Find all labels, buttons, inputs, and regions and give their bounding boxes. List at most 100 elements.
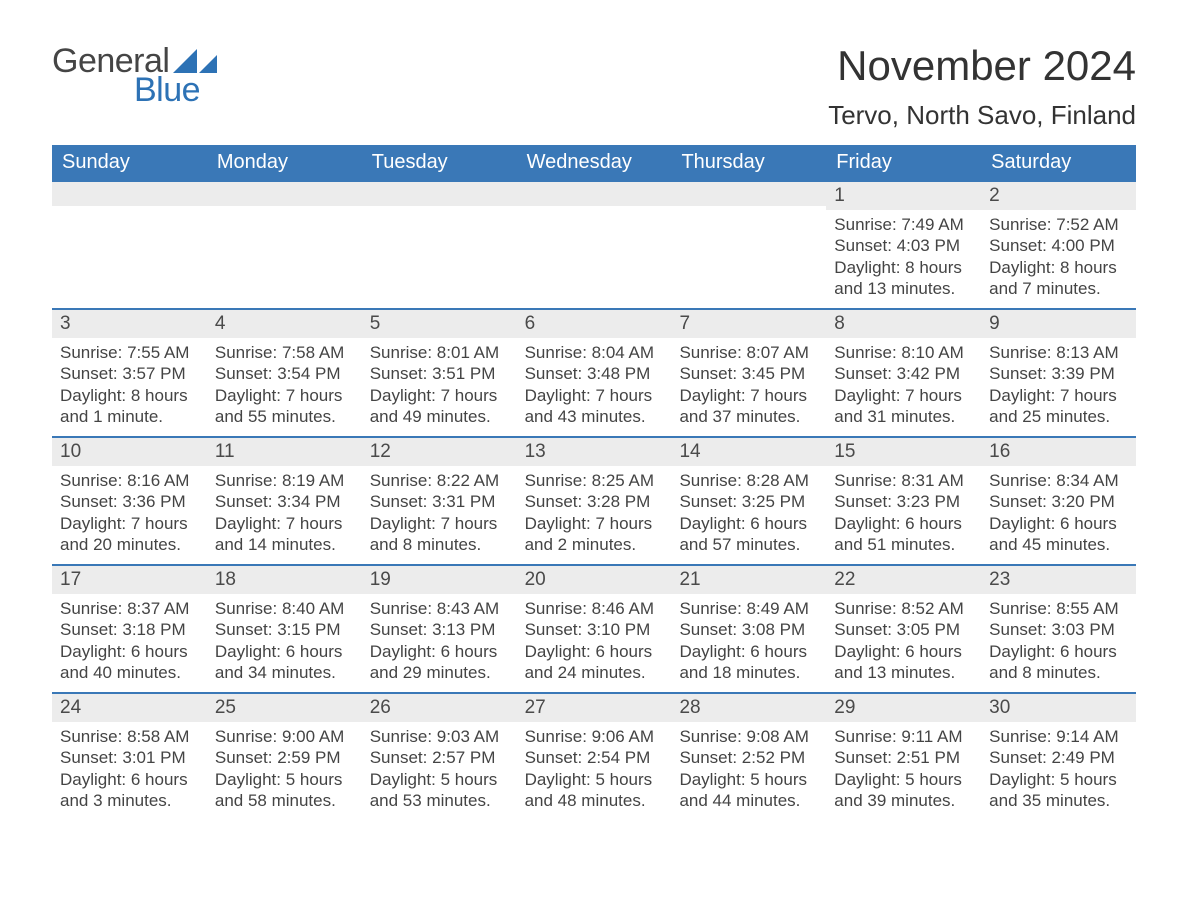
daylight-text: Daylight: 5 hours and 58 minutes. <box>215 769 354 812</box>
day-cell: 16 Sunrise: 8:34 AMSunset: 3:20 PMDayligh… <box>981 438 1136 564</box>
day-body: Sunrise: 9:03 AMSunset: 2:57 PMDaylight:… <box>362 722 517 817</box>
day-body: Sunrise: 8:04 AMSunset: 3:48 PMDaylight:… <box>517 338 672 433</box>
day-cell <box>207 182 362 308</box>
sunset-text: Sunset: 2:59 PM <box>215 747 354 768</box>
location: Tervo, North Savo, Finland <box>828 100 1136 131</box>
daylight-text: Daylight: 8 hours and 1 minute. <box>60 385 199 428</box>
day-body: Sunrise: 8:10 AMSunset: 3:42 PMDaylight:… <box>826 338 981 433</box>
day-number <box>517 182 672 206</box>
weekday-header-row: SundayMondayTuesdayWednesdayThursdayFrid… <box>52 145 1136 180</box>
sunset-text: Sunset: 3:25 PM <box>679 491 818 512</box>
sunrise-text: Sunrise: 8:37 AM <box>60 598 199 619</box>
day-cell: 17Sunrise: 8:37 AMSunset: 3:18 PMDayligh… <box>52 566 207 692</box>
day-cell: 26Sunrise: 9:03 AMSunset: 2:57 PMDayligh… <box>362 694 517 820</box>
sunrise-text: Sunrise: 8:19 AM <box>215 470 354 491</box>
day-number: 3 <box>52 310 207 338</box>
weekday-header: Thursday <box>671 145 826 180</box>
sunrise-text: Sunrise: 8:01 AM <box>370 342 509 363</box>
day-number: 16 <box>981 438 1136 466</box>
daylight-text: Daylight: 7 hours and 20 minutes. <box>60 513 199 556</box>
day-body: Sunrise: 8:37 AMSunset: 3:18 PMDaylight:… <box>52 594 207 689</box>
daylight-text: Daylight: 7 hours and 49 minutes. <box>370 385 509 428</box>
daylight-text: Daylight: 6 hours and 24 minutes. <box>525 641 664 684</box>
day-cell: 29Sunrise: 9:11 AMSunset: 2:51 PMDayligh… <box>826 694 981 820</box>
week-row: 1Sunrise: 7:49 AMSunset: 4:03 PMDaylight… <box>52 180 1136 308</box>
sunset-text: Sunset: 3:36 PM <box>60 491 199 512</box>
day-cell <box>52 182 207 308</box>
day-cell: 8Sunrise: 8:10 AMSunset: 3:42 PMDaylight… <box>826 310 981 436</box>
day-cell: 3Sunrise: 7:55 AMSunset: 3:57 PMDaylight… <box>52 310 207 436</box>
weekday-header: Tuesday <box>362 145 517 180</box>
weekday-header: Wednesday <box>517 145 672 180</box>
day-cell: 4Sunrise: 7:58 AMSunset: 3:54 PMDaylight… <box>207 310 362 436</box>
day-body: Sunrise: 7:52 AMSunset: 4:00 PMDaylight:… <box>981 210 1136 305</box>
week-row: 10Sunrise: 8:16 AMSunset: 3:36 PMDayligh… <box>52 436 1136 564</box>
daylight-text: Daylight: 5 hours and 53 minutes. <box>370 769 509 812</box>
weekday-header: Monday <box>207 145 362 180</box>
sunset-text: Sunset: 2:51 PM <box>834 747 973 768</box>
daylight-text: Daylight: 7 hours and 31 minutes. <box>834 385 973 428</box>
daylight-text: Daylight: 6 hours and 40 minutes. <box>60 641 199 684</box>
day-number: 6 <box>517 310 672 338</box>
daylight-text: Daylight: 6 hours and 51 minutes. <box>834 513 973 556</box>
sunset-text: Sunset: 3:54 PM <box>215 363 354 384</box>
day-number: 17 <box>52 566 207 594</box>
day-cell: 28Sunrise: 9:08 AMSunset: 2:52 PMDayligh… <box>671 694 826 820</box>
day-cell: 19Sunrise: 8:43 AMSunset: 3:13 PMDayligh… <box>362 566 517 692</box>
sunset-text: Sunset: 3:13 PM <box>370 619 509 640</box>
daylight-text: Daylight: 6 hours and 34 minutes. <box>215 641 354 684</box>
sunrise-text: Sunrise: 9:08 AM <box>679 726 818 747</box>
daylight-text: Daylight: 5 hours and 44 minutes. <box>679 769 818 812</box>
sunset-text: Sunset: 3:34 PM <box>215 491 354 512</box>
day-number: 5 <box>362 310 517 338</box>
day-cell: 6Sunrise: 8:04 AMSunset: 3:48 PMDaylight… <box>517 310 672 436</box>
title-block: November 2024 Tervo, North Savo, Finland <box>828 42 1136 131</box>
day-number: 11 <box>207 438 362 466</box>
day-number: 29 <box>826 694 981 722</box>
daylight-text: Daylight: 7 hours and 8 minutes. <box>370 513 509 556</box>
day-cell: 1Sunrise: 7:49 AMSunset: 4:03 PMDaylight… <box>826 182 981 308</box>
daylight-text: Daylight: 6 hours and 45 minutes. <box>989 513 1128 556</box>
daylight-text: Daylight: 7 hours and 25 minutes. <box>989 385 1128 428</box>
day-cell: 18Sunrise: 8:40 AMSunset: 3:15 PMDayligh… <box>207 566 362 692</box>
day-body: Sunrise: 8:43 AMSunset: 3:13 PMDaylight:… <box>362 594 517 689</box>
logo-text-blue: Blue <box>134 71 200 110</box>
sunrise-text: Sunrise: 8:34 AM <box>989 470 1128 491</box>
day-cell: 23Sunrise: 8:55 AMSunset: 3:03 PMDayligh… <box>981 566 1136 692</box>
day-body: Sunrise: 8:22 AMSunset: 3:31 PMDaylight:… <box>362 466 517 561</box>
day-body: Sunrise: 8:19 AMSunset: 3:34 PMDaylight:… <box>207 466 362 561</box>
day-cell: 14Sunrise: 8:28 AMSunset: 3:25 PMDayligh… <box>671 438 826 564</box>
sunrise-text: Sunrise: 9:14 AM <box>989 726 1128 747</box>
sunrise-text: Sunrise: 8:22 AM <box>370 470 509 491</box>
sunrise-text: Sunrise: 9:00 AM <box>215 726 354 747</box>
daylight-text: Daylight: 6 hours and 18 minutes. <box>679 641 818 684</box>
sunset-text: Sunset: 3:28 PM <box>525 491 664 512</box>
logo: General Blue <box>52 42 219 110</box>
day-body: Sunrise: 8:49 AMSunset: 3:08 PMDaylight:… <box>671 594 826 689</box>
day-body: Sunrise: 8:13 AMSunset: 3:39 PMDaylight:… <box>981 338 1136 433</box>
day-body: Sunrise: 8:55 AMSunset: 3:03 PMDaylight:… <box>981 594 1136 689</box>
day-body: Sunrise: 9:06 AMSunset: 2:54 PMDaylight:… <box>517 722 672 817</box>
day-number: 27 <box>517 694 672 722</box>
sunset-text: Sunset: 3:20 PM <box>989 491 1128 512</box>
sunset-text: Sunset: 4:03 PM <box>834 235 973 256</box>
day-number: 28 <box>671 694 826 722</box>
sunrise-text: Sunrise: 8:13 AM <box>989 342 1128 363</box>
sunrise-text: Sunrise: 8:58 AM <box>60 726 199 747</box>
day-body: Sunrise: 7:55 AMSunset: 3:57 PMDaylight:… <box>52 338 207 433</box>
day-number: 20 <box>517 566 672 594</box>
day-number: 4 <box>207 310 362 338</box>
day-cell <box>671 182 826 308</box>
daylight-text: Daylight: 6 hours and 13 minutes. <box>834 641 973 684</box>
day-number: 24 <box>52 694 207 722</box>
day-number: 7 <box>671 310 826 338</box>
day-number: 22 <box>826 566 981 594</box>
sunrise-text: Sunrise: 8:49 AM <box>679 598 818 619</box>
sunrise-text: Sunrise: 7:52 AM <box>989 214 1128 235</box>
daylight-text: Daylight: 8 hours and 7 minutes. <box>989 257 1128 300</box>
calendar: SundayMondayTuesdayWednesdayThursdayFrid… <box>52 145 1136 820</box>
day-body: Sunrise: 8:40 AMSunset: 3:15 PMDaylight:… <box>207 594 362 689</box>
day-cell: 2Sunrise: 7:52 AMSunset: 4:00 PMDaylight… <box>981 182 1136 308</box>
day-cell: 10Sunrise: 8:16 AMSunset: 3:36 PMDayligh… <box>52 438 207 564</box>
sunrise-text: Sunrise: 8:40 AM <box>215 598 354 619</box>
